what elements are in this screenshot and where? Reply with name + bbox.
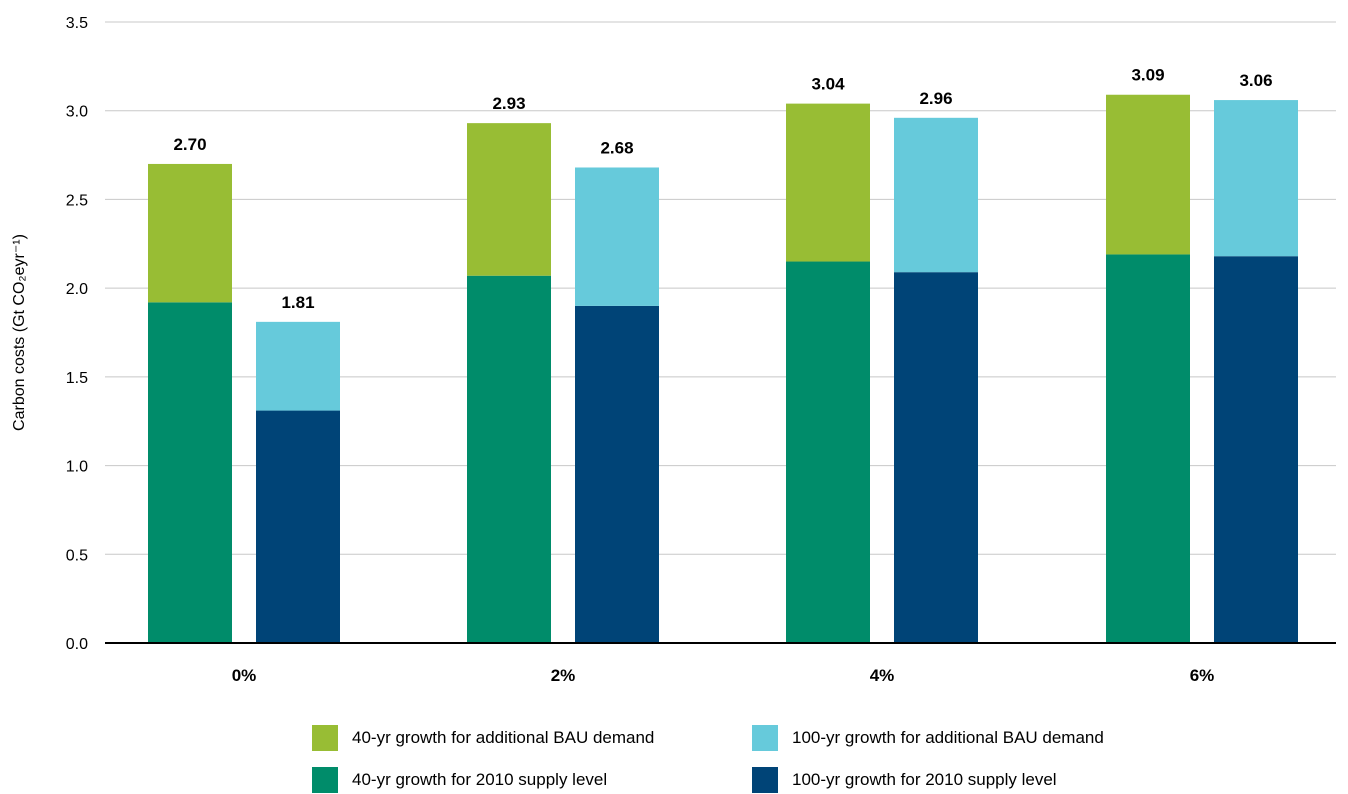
bar-segment [148,302,232,643]
bar-segment [1214,256,1298,643]
legend-swatch [752,725,778,751]
y-tick-label: 2.0 [66,281,88,298]
data-label: 2.68 [600,138,633,157]
y-tick-label: 2.5 [66,192,88,209]
y-tick-label: 3.0 [66,104,88,121]
legend-label: 40-yr growth for additional BAU demand [352,728,655,747]
bar-segment [256,410,340,643]
bar-segment [1106,254,1190,643]
data-label: 3.06 [1239,71,1272,90]
bar-segment [894,117,978,273]
legend-label: 100-yr growth for 2010 supply level [792,770,1057,789]
data-label: 2.70 [173,135,206,154]
bar-segment [575,305,659,643]
x-category-label: 6% [1190,666,1215,685]
data-label: 2.96 [919,89,952,108]
bar-segment [786,261,870,643]
legend-label: 40-yr growth for 2010 supply level [352,770,608,789]
bar-segment [467,123,551,276]
y-tick-label: 0.0 [66,636,88,653]
y-axis-ticks: 0.0 0.5 1.0 1.5 2.0 2.5 3.0 3.5 [66,15,88,653]
bar-chart: 0.0 0.5 1.0 1.5 2.0 2.5 3.0 3.5 2.70 2.93 3.04 3.0… [11,15,1336,685]
data-label: 3.04 [811,75,845,94]
legend-item: 40-yr growth for additional BAU demand [312,725,654,751]
legend-item: 100-yr growth for additional BAU demand [752,725,1104,751]
bar-segment [1106,94,1190,255]
x-axis-categories: 0% 2% 4% 6% [232,666,1215,685]
legend-swatch [312,725,338,751]
bar-segment [256,321,340,411]
y-tick-label: 1.5 [66,370,88,387]
legend-swatch [312,767,338,793]
legend-item: 40-yr growth for 2010 supply level [312,767,607,793]
x-category-label: 2% [551,666,576,685]
y-tick-label: 0.5 [66,547,88,564]
data-label: 2.93 [492,94,525,113]
legend-label: 100-yr growth for additional BAU demand [792,728,1104,747]
legend-item: 100-yr growth for 2010 supply level [752,767,1057,793]
y-tick-label: 1.0 [66,459,88,476]
legend-swatch [752,767,778,793]
data-labels: 2.70 2.93 3.04 3.09 1.81 2.68 2.96 3.06 [173,66,1272,312]
bar-segment [575,167,659,306]
bar-segment [894,272,978,643]
legend: 40-yr growth for additional BAU demand 1… [312,722,1212,794]
x-category-label: 0% [232,666,257,685]
bars [148,94,1298,643]
y-axis-label: Carbon costs (Gt CO₂eyr⁻¹) [11,234,28,431]
data-label: 3.09 [1131,66,1164,85]
bar-segment [1214,100,1298,257]
x-category-label: 4% [870,666,895,685]
bar-segment [148,163,232,303]
data-label: 1.81 [281,293,314,312]
bar-segment [786,103,870,262]
y-tick-label: 3.5 [66,15,88,32]
bar-segment [467,275,551,643]
